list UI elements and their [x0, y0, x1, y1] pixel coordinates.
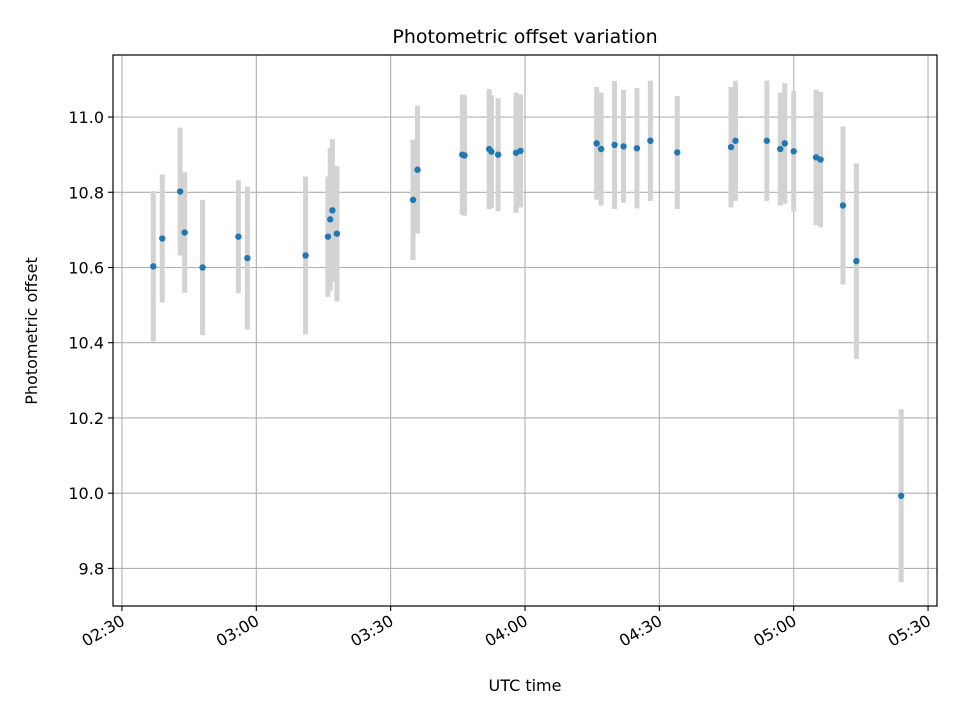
y-tick-label: 10.4	[68, 334, 104, 353]
data-point	[159, 235, 166, 242]
data-point	[777, 145, 784, 153]
chart-title: Photometric offset variation	[392, 26, 657, 48]
data-point	[817, 156, 824, 163]
data-point	[727, 143, 735, 151]
data-point	[235, 233, 242, 240]
data-point	[302, 252, 309, 259]
y-axis-ticks: 9.8 10.0 10.2 10.4 10.6 10.8 11.0	[68, 108, 113, 578]
data-point	[414, 166, 421, 173]
data-point	[461, 152, 468, 159]
data-point	[647, 137, 654, 144]
data-point	[244, 254, 251, 262]
data-point	[326, 216, 334, 223]
y-tick-label: 11.0	[68, 108, 104, 127]
y-tick-label: 10.0	[68, 484, 104, 503]
data-point	[781, 140, 788, 147]
data-point	[488, 148, 495, 155]
data-point	[853, 257, 860, 265]
data-point	[611, 141, 618, 149]
data-point	[763, 137, 771, 144]
data-point	[674, 149, 681, 156]
y-tick-label: 10.8	[68, 183, 104, 202]
data-point	[897, 492, 905, 499]
data-point	[324, 233, 332, 240]
data-point	[620, 143, 627, 150]
data-point	[181, 229, 188, 236]
data-point	[790, 148, 797, 155]
data-point	[597, 145, 605, 153]
data-point	[517, 147, 524, 155]
data-point	[199, 264, 206, 271]
data-point	[150, 263, 157, 270]
y-axis-label: Photometric offset	[22, 257, 41, 405]
data-point	[494, 151, 502, 158]
data-point	[732, 137, 739, 144]
data-point	[329, 207, 336, 214]
data-point	[409, 196, 417, 204]
y-tick-label: 9.8	[79, 559, 104, 578]
y-tick-label: 10.2	[68, 409, 104, 428]
data-point	[333, 230, 341, 237]
data-point	[839, 202, 847, 209]
data-point	[633, 145, 641, 152]
x-axis-label: UTC time	[489, 676, 562, 695]
data-point	[176, 188, 184, 195]
y-tick-label: 10.6	[68, 259, 104, 278]
data-point	[593, 140, 600, 147]
data-points	[150, 137, 905, 499]
grid	[113, 55, 937, 606]
